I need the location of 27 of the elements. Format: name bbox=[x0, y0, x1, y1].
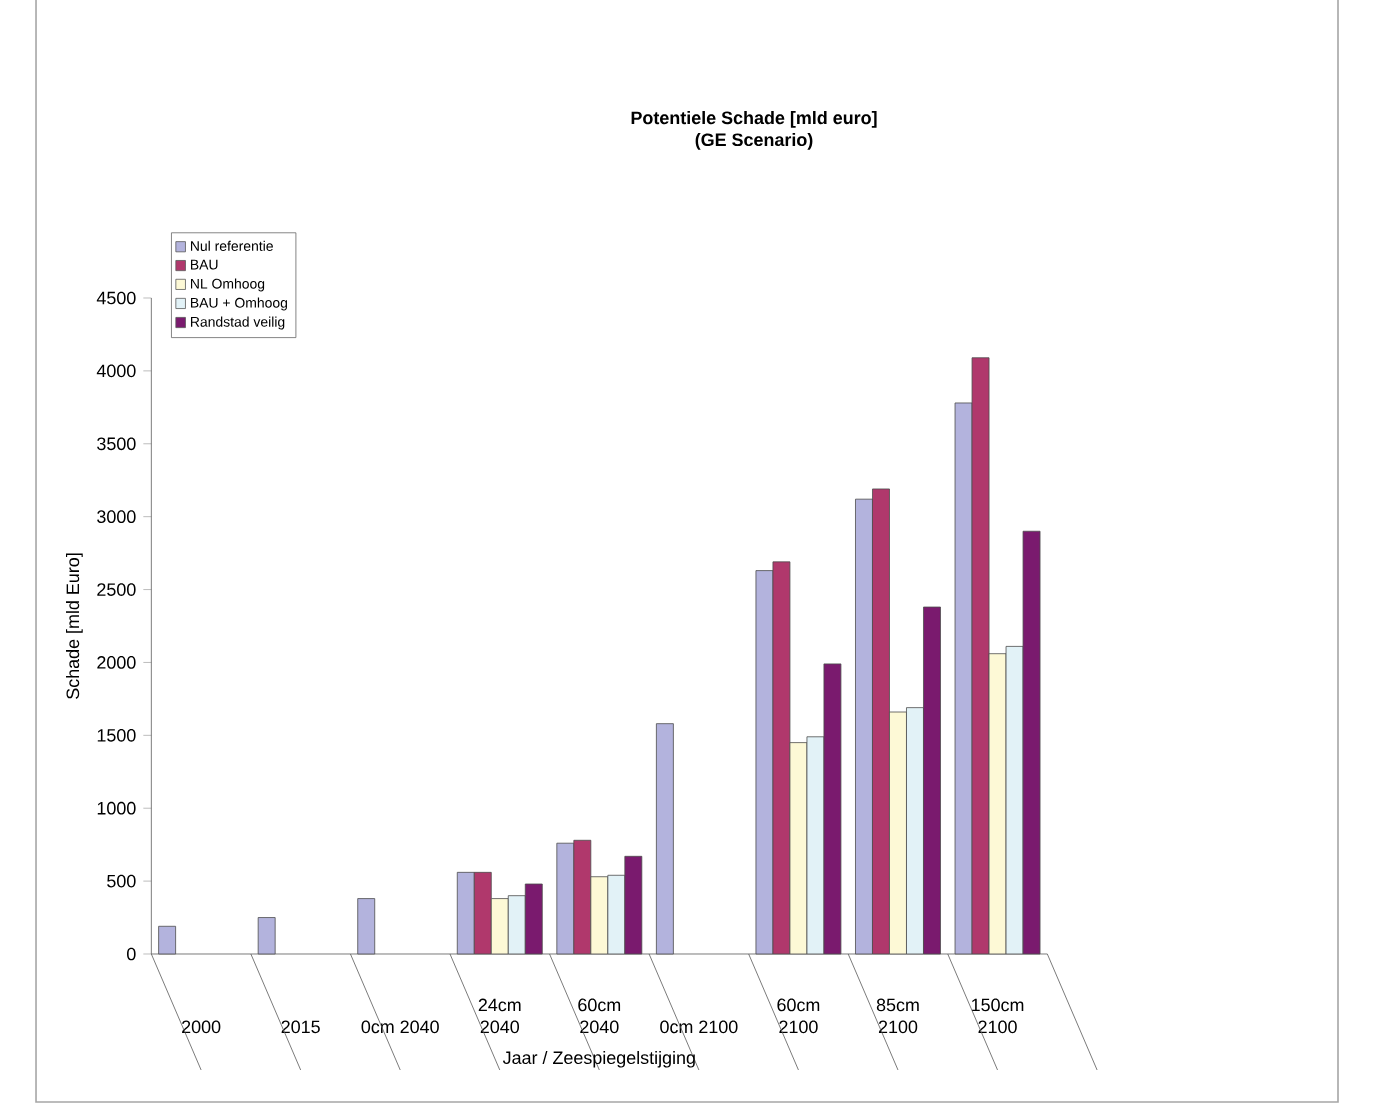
bar bbox=[655, 723, 674, 955]
bar bbox=[158, 925, 177, 955]
x-tick-label: 85cm 2100 bbox=[876, 998, 919, 1034]
y-tick-label: 2500 bbox=[97, 583, 136, 596]
x-tick-label: 0cm 2100 bbox=[660, 1020, 738, 1034]
y-tick-label: 0 bbox=[127, 947, 136, 961]
x-tick-label: 24cm 2040 bbox=[478, 998, 521, 1034]
chart-subtitle: (GE Scenario) bbox=[695, 132, 813, 150]
y-tick-label: 500 bbox=[107, 874, 136, 888]
y-tick-label: 3500 bbox=[97, 437, 136, 451]
y-tick-label: 2000 bbox=[97, 656, 136, 669]
bar bbox=[257, 917, 276, 955]
x-tick-label: 60cm 2040 bbox=[578, 998, 621, 1034]
y-tick-label: 1000 bbox=[97, 801, 136, 815]
x-tick-label: 2000 bbox=[182, 1020, 221, 1034]
y-tick-label: 4500 bbox=[96, 291, 136, 305]
y-axis-title: Schade [mld Euro] bbox=[66, 553, 83, 699]
x-tick-label: 0cm 2040 bbox=[361, 1020, 439, 1034]
x-tick-label: 60cm 2100 bbox=[777, 998, 820, 1034]
x-tick-label: 2015 bbox=[281, 1020, 320, 1034]
chart-title: Potentiele Schade [mld euro] bbox=[631, 111, 877, 128]
x-tick-label: 150cm 2100 bbox=[972, 998, 1024, 1034]
x-axis-title: Jaar / Zeespiegelstijging bbox=[502, 1050, 695, 1068]
bar bbox=[357, 898, 376, 955]
y-tick-label: 4000 bbox=[96, 364, 136, 378]
y-tick-label: 1500 bbox=[97, 728, 136, 742]
y-tick-label: 3000 bbox=[97, 510, 136, 524]
